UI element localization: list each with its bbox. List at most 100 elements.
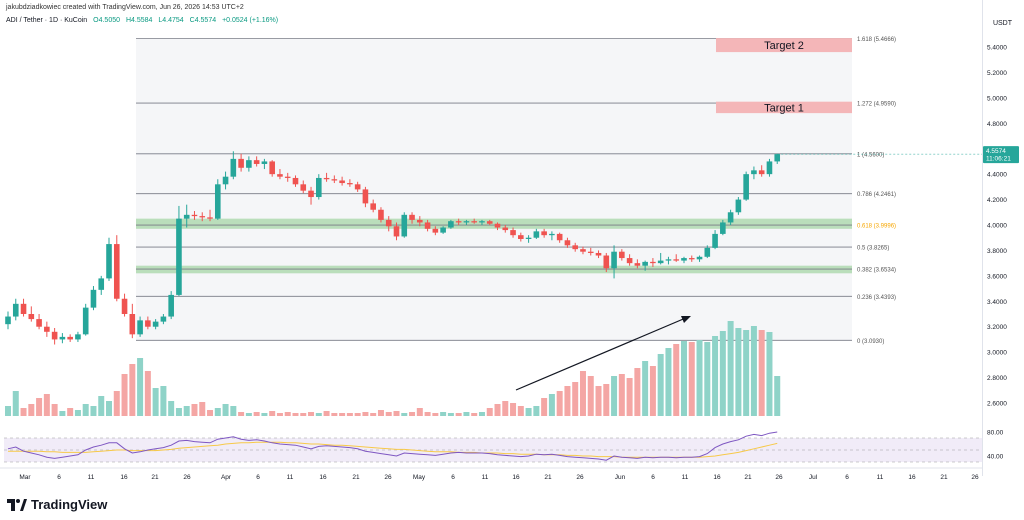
symbol-label[interactable]: ADI / Tether · 1D · KuCoin xyxy=(6,17,88,24)
candle-body xyxy=(657,260,664,264)
volume-bar xyxy=(222,404,229,416)
time-axis-tick: 26 xyxy=(775,474,783,481)
candle-body xyxy=(385,219,392,227)
candle-body xyxy=(564,240,571,246)
volume-bar xyxy=(160,386,167,416)
time-axis-tick: 11 xyxy=(482,474,489,481)
candle-body xyxy=(277,174,283,177)
candle-body xyxy=(75,334,81,340)
price-axis-tick: 4.8000 xyxy=(987,121,1007,128)
volume-bar xyxy=(207,410,214,416)
volume-bar xyxy=(106,401,113,416)
volume-bar xyxy=(556,391,563,416)
candle-body xyxy=(758,170,765,175)
volume-bar xyxy=(680,341,687,416)
trend-arrow-head xyxy=(681,316,691,323)
volume-bar xyxy=(774,376,781,416)
volume-bar xyxy=(486,408,493,416)
candle-body xyxy=(556,233,563,241)
volume-bar xyxy=(409,412,416,416)
volume-bar xyxy=(494,404,501,416)
candle-body xyxy=(222,176,229,185)
fib-level-label: 0 (3.0930) xyxy=(857,339,884,345)
volume-bar xyxy=(36,398,43,416)
candle-body xyxy=(246,160,252,168)
high-value: H4.5584 xyxy=(125,17,153,24)
volume-bar xyxy=(618,374,625,416)
candle-body xyxy=(766,161,773,175)
time-axis-tick: 11 xyxy=(682,474,689,481)
time-axis-tick: 21 xyxy=(352,474,360,481)
volume-bar xyxy=(59,411,66,416)
candle-body xyxy=(549,233,555,236)
time-axis-tick: Jul xyxy=(809,474,818,481)
volume-bar xyxy=(276,413,283,416)
volume-bar xyxy=(238,412,245,416)
tradingview-logo[interactable]: TradingView xyxy=(7,497,107,512)
volume-bar xyxy=(510,403,517,416)
fib-level-label: 1.272 (4.9590) xyxy=(857,102,896,108)
volume-bar xyxy=(533,406,540,416)
candle-body xyxy=(448,221,454,228)
volume-bar xyxy=(603,384,610,416)
volume-bar xyxy=(704,342,711,416)
volume-bar xyxy=(67,408,74,416)
time-axis-tick: 11 xyxy=(88,474,95,481)
volume-bar xyxy=(43,394,50,416)
time-axis-tick: 21 xyxy=(744,474,752,481)
price-axis-tick: 2.8000 xyxy=(987,375,1007,382)
volume-bar xyxy=(191,404,198,416)
candle-body xyxy=(300,184,307,191)
volume-bar xyxy=(362,412,369,416)
volume-bar xyxy=(284,412,291,416)
price-axis-tick: 3.6000 xyxy=(987,273,1007,280)
candle-body xyxy=(152,321,159,327)
volume-bar xyxy=(292,413,299,416)
candle-body xyxy=(393,226,400,237)
time-axis-tick: 6 xyxy=(57,474,61,481)
volume-bar xyxy=(587,376,594,416)
rsi-axis-tick: 40.00 xyxy=(987,454,1004,461)
candle-body xyxy=(743,174,749,200)
fib-background xyxy=(136,38,852,341)
volume-bar xyxy=(471,413,478,416)
candle-body xyxy=(354,184,361,190)
volume-bar xyxy=(673,344,680,416)
volume-bar xyxy=(463,412,470,416)
time-axis-tick: 16 xyxy=(120,474,128,481)
candle-body xyxy=(424,222,431,229)
candle-body xyxy=(323,177,330,180)
candle-body xyxy=(36,319,42,327)
volume-bar xyxy=(447,413,454,416)
open-value: O4.5050 xyxy=(93,17,120,24)
volume-bar xyxy=(20,408,27,416)
volume-bar xyxy=(129,364,136,416)
candle-body xyxy=(238,158,244,168)
target-box xyxy=(716,38,852,53)
volume-bar xyxy=(300,413,307,416)
volume-bar xyxy=(541,398,548,416)
candle-body xyxy=(712,233,718,248)
close-value: C4.5574 xyxy=(189,17,217,24)
candle-body xyxy=(106,244,112,279)
volume-bar xyxy=(440,412,447,416)
candle-body xyxy=(665,259,672,261)
volume-bar xyxy=(331,413,338,416)
volume-bar xyxy=(82,404,89,416)
volume-bar xyxy=(323,411,330,416)
time-axis-tick: Mar xyxy=(19,474,31,481)
candle-body xyxy=(502,227,509,231)
volume-bar xyxy=(315,413,322,416)
volume-bar xyxy=(750,326,757,416)
volume-bar xyxy=(354,413,361,416)
target-label: Target 2 xyxy=(764,40,804,52)
volume-bar xyxy=(432,413,439,416)
candle-body xyxy=(650,261,656,264)
target-label: Target 1 xyxy=(764,102,804,114)
candle-body xyxy=(626,258,633,264)
candle-body xyxy=(67,336,73,340)
volume-bar xyxy=(758,330,765,416)
candle-body xyxy=(253,160,260,164)
rsi-line xyxy=(7,431,778,461)
